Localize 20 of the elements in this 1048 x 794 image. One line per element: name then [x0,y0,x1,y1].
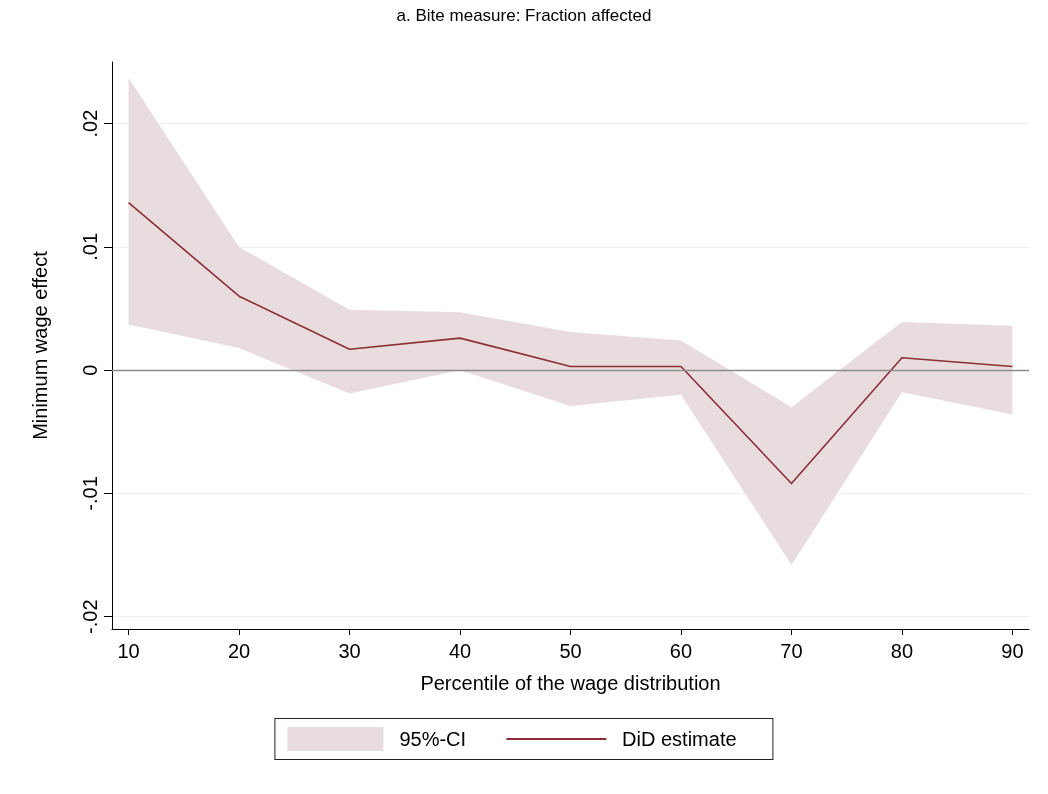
y-axis-title: Minimum wage effect [29,250,51,440]
line-series [127,201,1014,485]
x-tick-label: 90 [1001,640,1024,662]
x-tick-label: 70 [780,640,803,662]
y-tick-label: .01 [79,232,101,261]
x-tick-label: 50 [559,640,582,662]
x-tick-label: 10 [117,640,140,662]
text: 95%-CI [399,727,467,751]
legend-label: DiD estimate [622,727,737,751]
x-tick-label: 20 [227,640,251,662]
chart-title: a. Bite measure: Fraction affected [396,6,652,25]
y-tick-label: -.01 [79,476,101,511]
y-tick-label: .02 [79,109,101,138]
x-tick-label: 30 [338,640,361,662]
x-tick-label: 80 [890,640,914,662]
x-axis-title: Percentile of the wage distribution [420,672,721,694]
y-tick-label: 0 [79,364,101,376]
x-tick-label: 40 [448,640,472,662]
y-tick-label: -.02 [79,599,101,634]
x-tick-label: 60 [669,640,693,662]
